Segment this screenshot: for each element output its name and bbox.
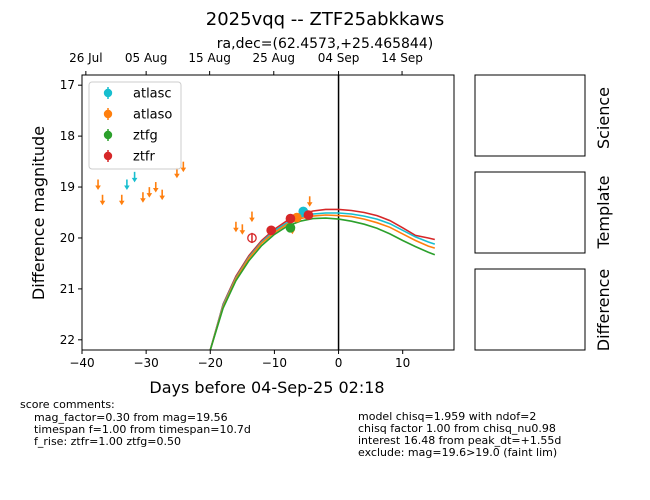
y-tick-label: 20	[60, 231, 75, 245]
plot-area	[95, 75, 436, 350]
model-curve	[209, 208, 435, 350]
legend-marker	[103, 88, 113, 98]
upper-limit-arrowhead	[174, 173, 180, 179]
y-tick-label: 18	[60, 129, 75, 143]
score-comment-line: f_rise: ztfr=1.00 ztfg=0.50	[34, 435, 181, 448]
legend-marker	[103, 130, 113, 140]
legend-box	[88, 81, 182, 170]
y-tick-label: 19	[60, 180, 75, 194]
y-axis-label: Difference magnitude	[29, 126, 48, 300]
model-note-line: chisq factor 1.00 from chisq_nu0.98	[358, 422, 556, 435]
upper-limit-arrowhead	[95, 185, 101, 190]
score-comment-line: timespan f=1.00 from timespan=10.7d	[34, 423, 251, 436]
upper-limit-arrowhead	[233, 227, 239, 233]
upper-limit-arrowhead	[249, 217, 255, 223]
legend-label: ztfr	[133, 150, 155, 165]
difference-panel	[474, 268, 586, 351]
chart-subtitle: ra,dec=(62.4573,+25.465844)	[217, 36, 433, 52]
upper-limit-arrowhead	[124, 185, 130, 190]
upper-limit-arrowhead	[239, 230, 246, 235]
x-tick-label: 0	[335, 356, 343, 370]
top-date-tick-label: 04 Sep	[318, 51, 360, 65]
model-curve	[209, 217, 436, 350]
difference-panel-label: Difference	[594, 269, 613, 351]
top-date-tick-label: 25 Aug	[253, 51, 296, 65]
x-tick-label: −10	[262, 356, 287, 370]
y-tick-label: 21	[60, 282, 75, 296]
model-note-line: model chisq=1.959 with ndof=2	[358, 410, 537, 423]
data-point	[266, 225, 277, 236]
plot-frame	[81, 74, 455, 351]
data-point	[285, 213, 296, 224]
science-panel-label: Science	[594, 87, 613, 149]
top-date-tick-label: 14 Sep	[381, 51, 423, 65]
x-axis-label: Days before 04-Sep-25 02:18	[149, 378, 384, 397]
data-point	[247, 233, 257, 243]
upper-limit-arrowhead	[131, 177, 138, 183]
model-curve	[209, 214, 436, 350]
upper-limit-arrowhead	[99, 200, 106, 206]
legend-label: atlaso	[133, 108, 172, 123]
top-date-tick-label: 15 Aug	[188, 51, 231, 65]
score-comment-line: mag_factor=0.30 from mag=19.56	[34, 411, 228, 424]
upper-limit-arrowhead	[152, 188, 159, 193]
data-point	[303, 210, 314, 220]
y-tick-label: 17	[60, 78, 75, 92]
model-note-line: exclude: mag=19.6>19.0 (faint lim)	[358, 446, 558, 459]
data-point	[285, 222, 296, 233]
upper-limit-arrowhead	[118, 200, 125, 206]
legend-marker	[103, 151, 113, 161]
x-tick-label: 10	[395, 356, 410, 370]
template-panel-label: Template	[594, 175, 613, 249]
model-note-line: interest 16.48 from peak_dt=+1.55d	[358, 434, 562, 447]
chart-title: 2025vqq -- ZTF25abkkaws	[206, 9, 444, 30]
upper-limit-arrowhead	[146, 193, 153, 198]
x-tick-label: −40	[69, 356, 94, 370]
legend: atlasc atlaso ztfg ztfr	[88, 81, 182, 170]
top-date-tick-label: 05 Aug	[125, 51, 168, 65]
top-date-tick-label: 26 Jul	[69, 51, 103, 65]
science-panel	[474, 74, 586, 157]
legend-label: atlasc	[133, 87, 172, 102]
upper-limit-arrowhead	[140, 198, 146, 203]
upper-limit-arrowhead	[306, 202, 313, 207]
x-tick-label: −30	[133, 356, 158, 370]
score-comments-heading: score comments:	[20, 398, 115, 411]
upper-limit-arrowhead	[180, 167, 187, 173]
x-tick-label: −20	[198, 356, 223, 370]
legend-label: ztfg	[133, 129, 158, 144]
legend-marker	[103, 109, 113, 119]
upper-limit-arrowhead	[159, 195, 165, 201]
y-tick-label: 22	[60, 333, 75, 347]
template-panel	[474, 171, 586, 254]
